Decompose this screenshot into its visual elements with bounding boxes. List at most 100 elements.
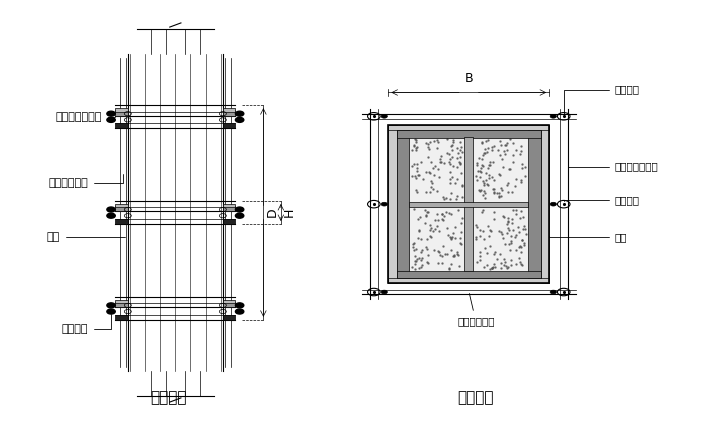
Point — [407, 241, 419, 248]
Point — [484, 242, 496, 249]
Text: 柱箍（圆钢管）: 柱箍（圆钢管） — [56, 112, 115, 122]
Point — [425, 189, 436, 196]
Point — [476, 139, 487, 146]
Point — [451, 164, 462, 171]
Point — [477, 192, 489, 199]
Point — [409, 136, 421, 142]
Point — [416, 261, 428, 268]
Point — [515, 258, 526, 265]
Point — [513, 228, 525, 235]
Point — [411, 144, 422, 150]
Circle shape — [235, 117, 244, 122]
Point — [455, 161, 466, 167]
Point — [474, 249, 486, 256]
Point — [437, 193, 448, 200]
Point — [489, 189, 500, 196]
Bar — [409, 201, 528, 207]
Point — [429, 216, 440, 223]
Bar — [223, 108, 235, 112]
Text: 竖楞（方木）: 竖楞（方木） — [457, 294, 494, 326]
Point — [498, 213, 509, 220]
Point — [484, 265, 495, 272]
Point — [501, 264, 512, 271]
Bar — [388, 125, 549, 283]
Point — [440, 194, 451, 201]
Point — [420, 244, 431, 250]
Point — [486, 265, 498, 272]
Point — [488, 189, 499, 196]
Point — [427, 180, 438, 187]
Point — [445, 180, 456, 187]
Point — [425, 169, 436, 176]
Text: 竖楞（方木）: 竖楞（方木） — [48, 174, 123, 188]
Point — [444, 195, 455, 202]
Point — [477, 208, 488, 215]
Point — [436, 210, 448, 217]
Point — [416, 255, 427, 261]
Bar — [223, 300, 235, 303]
Point — [451, 249, 462, 256]
Point — [499, 241, 510, 247]
Point — [426, 178, 437, 184]
Point — [442, 232, 453, 239]
Point — [482, 165, 493, 172]
Point — [476, 140, 487, 147]
Point — [474, 187, 485, 193]
Point — [505, 238, 516, 245]
Point — [438, 242, 449, 249]
Point — [479, 264, 490, 270]
Point — [409, 247, 420, 254]
Point — [479, 182, 490, 189]
Point — [444, 150, 455, 157]
Point — [491, 190, 503, 196]
Bar — [115, 219, 128, 224]
Point — [428, 227, 439, 234]
Point — [471, 259, 482, 266]
Point — [520, 164, 531, 171]
Circle shape — [235, 213, 244, 218]
Point — [514, 254, 525, 261]
Point — [451, 250, 462, 257]
Circle shape — [107, 117, 115, 122]
Point — [493, 227, 505, 234]
Point — [408, 141, 419, 148]
Point — [454, 263, 465, 270]
Point — [409, 160, 420, 167]
Point — [415, 264, 426, 271]
Point — [410, 139, 421, 145]
Point — [514, 242, 525, 249]
Point — [486, 147, 497, 153]
Point — [479, 150, 490, 157]
Point — [452, 155, 463, 162]
Text: 对拉螺栓: 对拉螺栓 — [563, 85, 639, 113]
Point — [505, 256, 516, 263]
Bar — [115, 302, 128, 307]
Point — [489, 186, 500, 193]
Point — [480, 176, 491, 183]
Point — [414, 227, 425, 234]
Point — [519, 239, 530, 246]
Point — [410, 257, 421, 264]
Point — [413, 255, 424, 261]
Text: 柱剖面图: 柱剖面图 — [457, 391, 494, 405]
Point — [501, 263, 512, 270]
Point — [505, 136, 516, 143]
Point — [486, 144, 498, 150]
Point — [455, 170, 467, 177]
Point — [518, 226, 529, 232]
Bar — [223, 123, 235, 128]
Bar — [223, 315, 235, 320]
Point — [481, 249, 492, 256]
Point — [445, 261, 456, 267]
Point — [424, 227, 436, 233]
Point — [495, 229, 506, 235]
Point — [433, 165, 444, 172]
Point — [444, 168, 455, 175]
Point — [442, 251, 453, 258]
Point — [481, 181, 493, 188]
Circle shape — [235, 111, 244, 116]
Bar — [473, 207, 528, 271]
Point — [433, 216, 444, 223]
Point — [506, 220, 518, 227]
Point — [409, 266, 421, 272]
